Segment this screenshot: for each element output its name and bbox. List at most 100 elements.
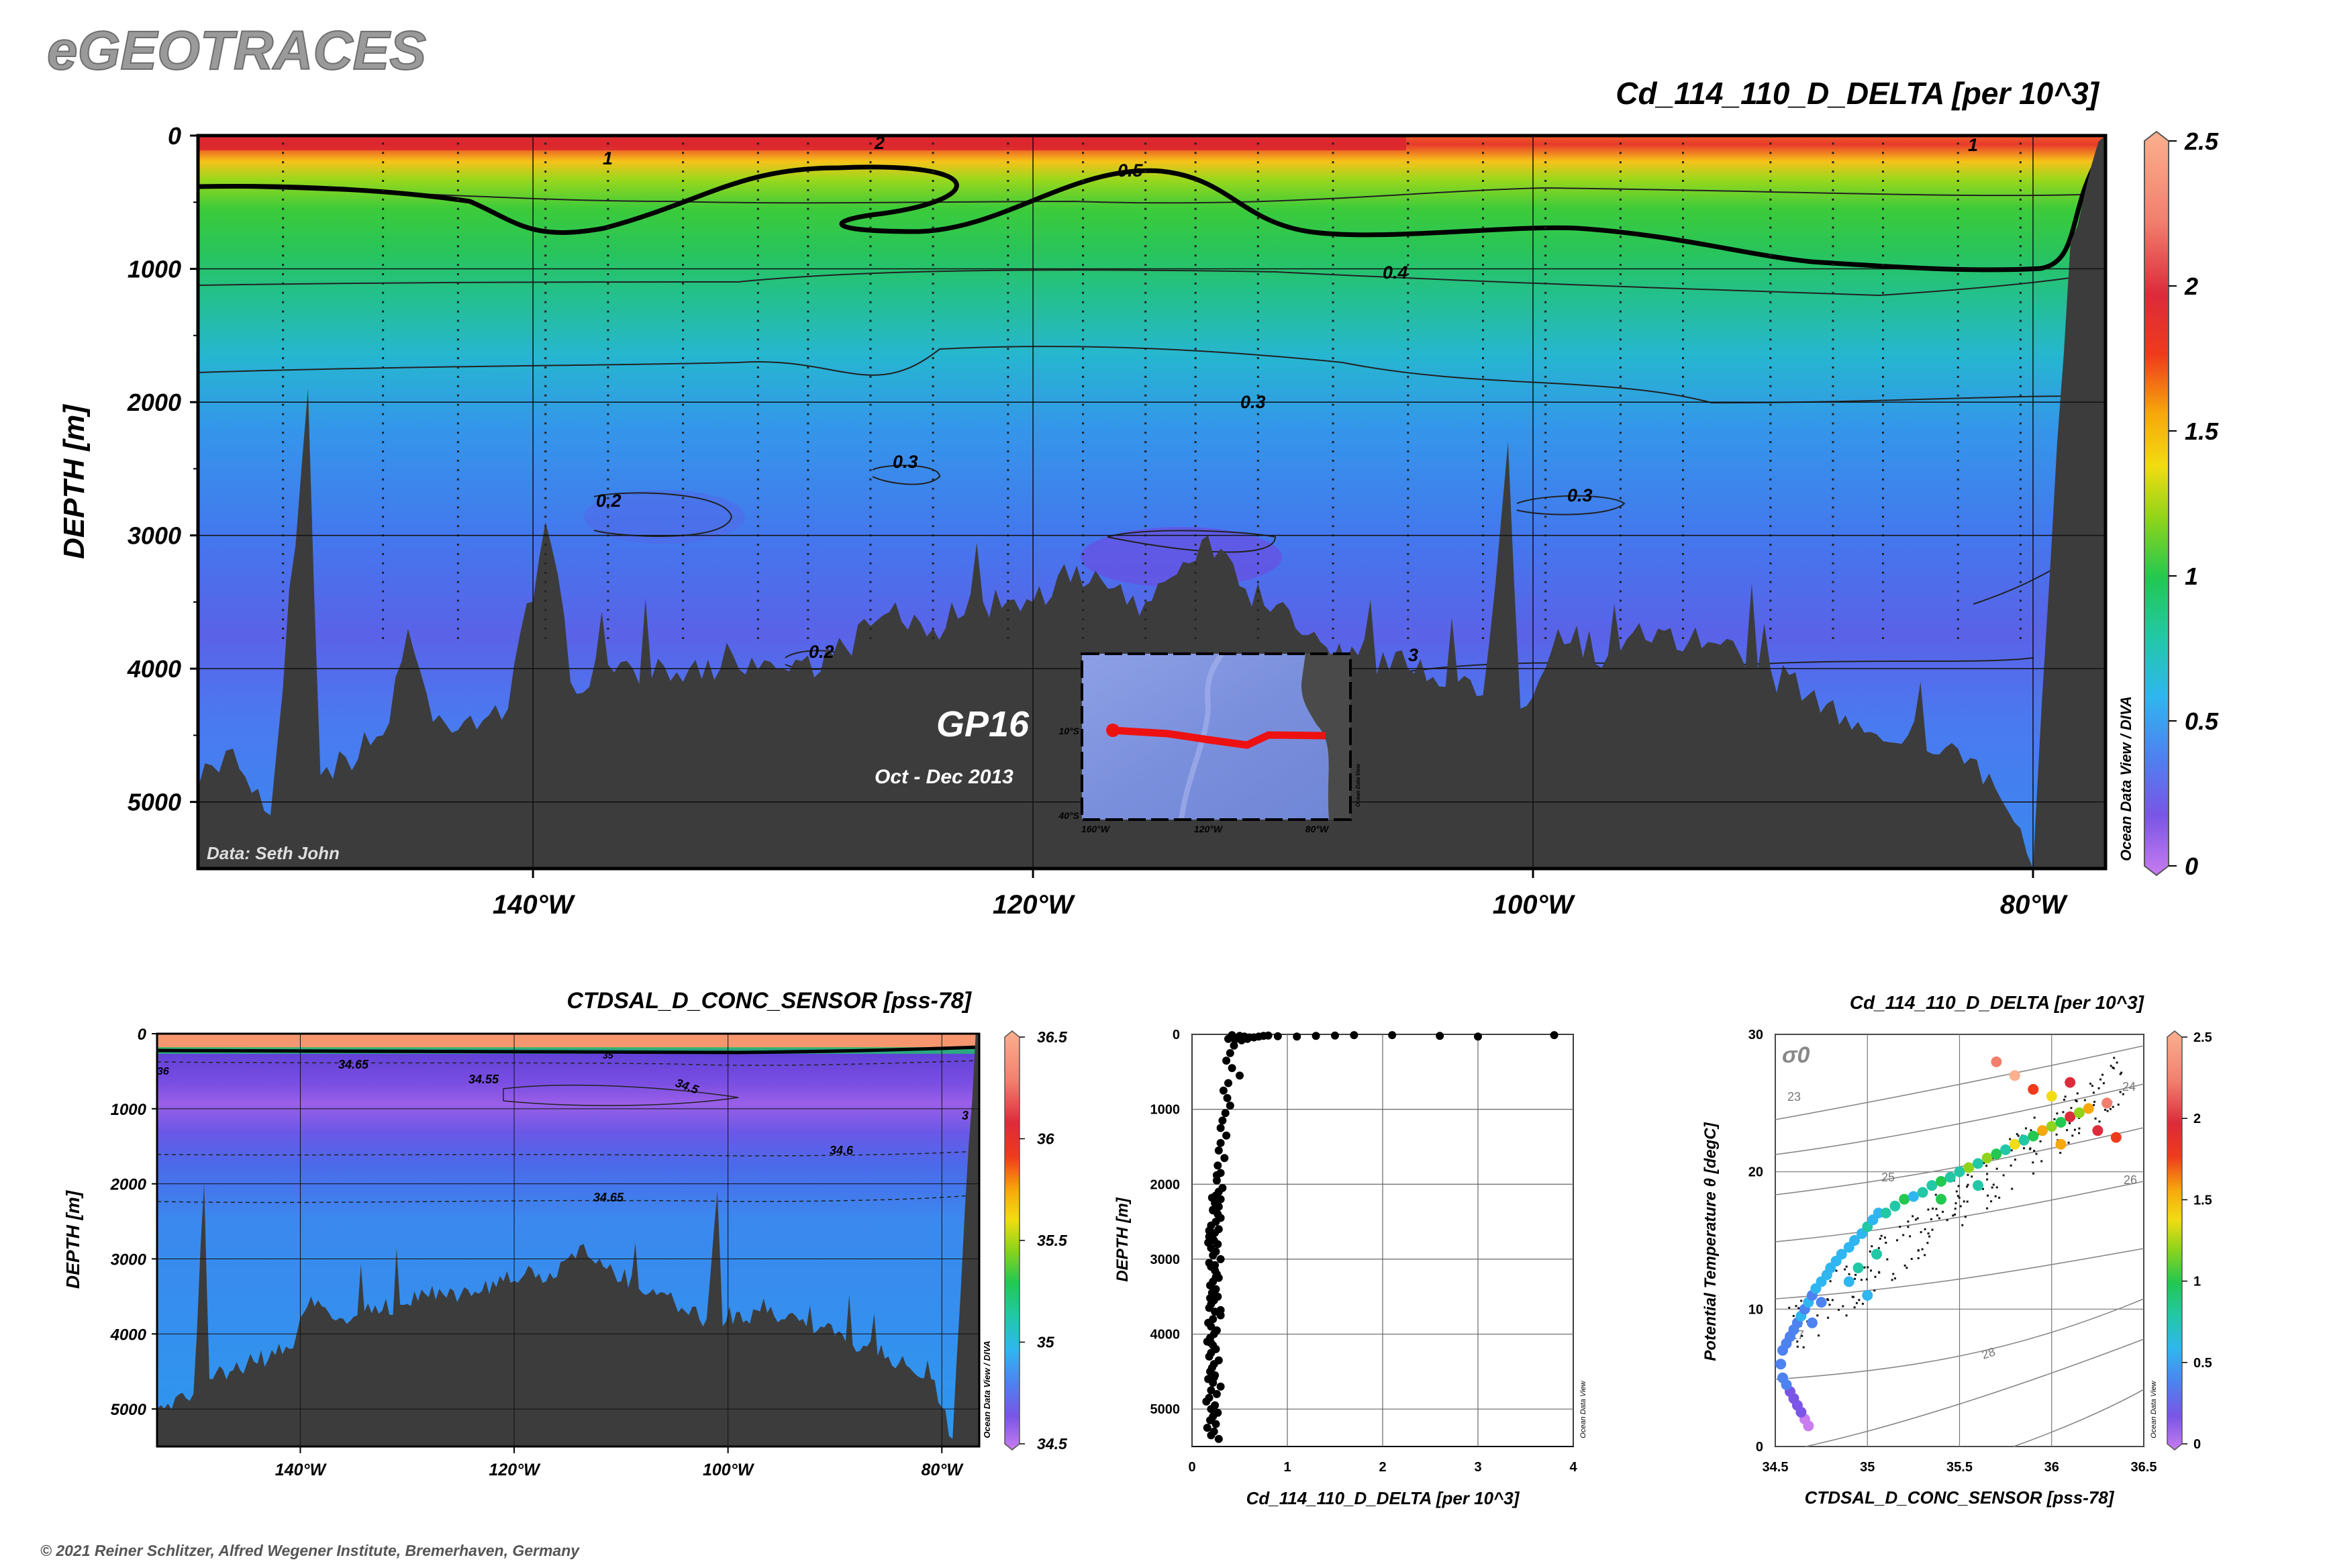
station-sample: [1832, 291, 1834, 294]
station-sample: [607, 590, 609, 593]
station-sample: [1256, 180, 1259, 183]
ctd-point: [2116, 1061, 2118, 1064]
station-sample: [1194, 478, 1197, 481]
station-sample: [1407, 618, 1409, 621]
y-tick-label: 2000: [1150, 1177, 1181, 1192]
station-sample: [1007, 581, 1009, 583]
main-station-dots: [282, 142, 2022, 640]
ctd-point: [1894, 1277, 1897, 1280]
station-sample: [1256, 198, 1259, 201]
station-sample: [1544, 301, 1547, 303]
copyright: © 2021 Reiner Schlitzer, Alfred Wegener …: [40, 1542, 580, 1559]
station-sample: [2019, 366, 2022, 369]
station-sample: [1482, 525, 1485, 528]
station-sample: [1332, 273, 1334, 275]
data-point: [1216, 1195, 1225, 1204]
station-sample: [382, 506, 385, 509]
station-sample: [1256, 628, 1259, 630]
station-sample: [1832, 217, 1834, 219]
station-sample: [869, 226, 872, 229]
station-sample: [1619, 599, 1622, 602]
station-sample: [1082, 450, 1085, 453]
ctd-point: [1797, 1307, 1800, 1310]
station-sample: [807, 142, 809, 145]
station-sample: [1144, 469, 1147, 471]
ctd-point: [2016, 1133, 2018, 1136]
station-sample: [544, 581, 547, 583]
ctd-point: [1831, 1299, 1834, 1302]
station-sample: [1256, 338, 1259, 341]
station-sample: [382, 599, 385, 602]
station-sample: [1482, 469, 1485, 471]
station-sample: [1682, 264, 1685, 266]
x-tick-label: 80°W: [2000, 890, 2068, 920]
ctd-point: [1971, 1175, 1973, 1178]
station-sample: [682, 264, 685, 266]
ctd-point: [1801, 1334, 1803, 1337]
station-sample: [2019, 338, 2022, 341]
station-sample: [1769, 552, 1772, 555]
ctd-point: [1896, 1239, 1899, 1242]
station-sample: [1832, 329, 1834, 332]
station-sample: [1256, 236, 1259, 238]
station-sample: [382, 544, 385, 546]
station-sample: [1407, 310, 1409, 313]
station-sample: [456, 422, 459, 425]
ctd-point: [1957, 1195, 1959, 1197]
station-sample: [1332, 226, 1334, 229]
station-sample: [932, 506, 934, 509]
station-sample: [1482, 366, 1485, 369]
station-sample: [1881, 581, 1884, 583]
station-sample: [1407, 366, 1409, 369]
station-sample: [1007, 254, 1009, 257]
station-sample: [1881, 432, 1884, 434]
station-sample: [456, 152, 459, 154]
ctd-point: [2120, 1071, 2123, 1074]
station-sample: [544, 198, 547, 201]
colorbar-tick-label: 35.5: [1037, 1232, 1068, 1249]
station-sample: [1256, 375, 1259, 378]
station-sample: [1144, 282, 1147, 285]
station-sample: [456, 599, 459, 602]
ctd-point: [1878, 1271, 1881, 1274]
ctd-point: [1829, 1280, 1832, 1283]
station-sample: [1881, 516, 1884, 518]
station-sample: [1769, 571, 1772, 574]
ctd-point: [1987, 1194, 1989, 1197]
ctd-point: [2002, 1174, 2005, 1177]
station-sample: [682, 516, 685, 518]
station-sample: [932, 478, 934, 481]
contour-label: 0.3: [1567, 485, 1593, 505]
station-sample: [1482, 478, 1485, 481]
station-sample: [2019, 310, 2022, 313]
station-sample: [1007, 571, 1009, 574]
station-sample: [456, 301, 459, 303]
data-point: [1216, 1382, 1225, 1391]
station-sample: [544, 207, 547, 210]
data-point: [1211, 1420, 1220, 1428]
station-sample: [756, 170, 759, 173]
station-sample: [1256, 217, 1259, 219]
station-sample: [456, 236, 459, 238]
station-sample: [1682, 245, 1685, 248]
station-sample: [1007, 552, 1009, 555]
station-sample: [282, 329, 285, 332]
ctd-point: [1792, 1314, 1795, 1317]
station-sample: [1544, 207, 1547, 210]
station-sample: [1007, 152, 1009, 154]
ctd-point: [1928, 1235, 1931, 1238]
station-sample: [1256, 394, 1259, 397]
main-frame: [196, 134, 2108, 871]
data-point: [1228, 1064, 1236, 1073]
station-sample: [1007, 599, 1009, 602]
station-sample: [2019, 628, 2022, 630]
station-sample: [1544, 348, 1547, 350]
ctd-point: [1828, 1304, 1831, 1306]
ts-title: Cd_114_110_D_DELTA [per 10^3]: [1850, 992, 2145, 1013]
station-sample: [1619, 637, 1622, 640]
station-sample: [1832, 301, 1834, 303]
data-point: [2037, 1125, 2048, 1136]
station-sample: [1682, 581, 1685, 583]
station-sample: [807, 497, 809, 499]
inset-lat-tick: 40°S: [1058, 810, 1079, 821]
